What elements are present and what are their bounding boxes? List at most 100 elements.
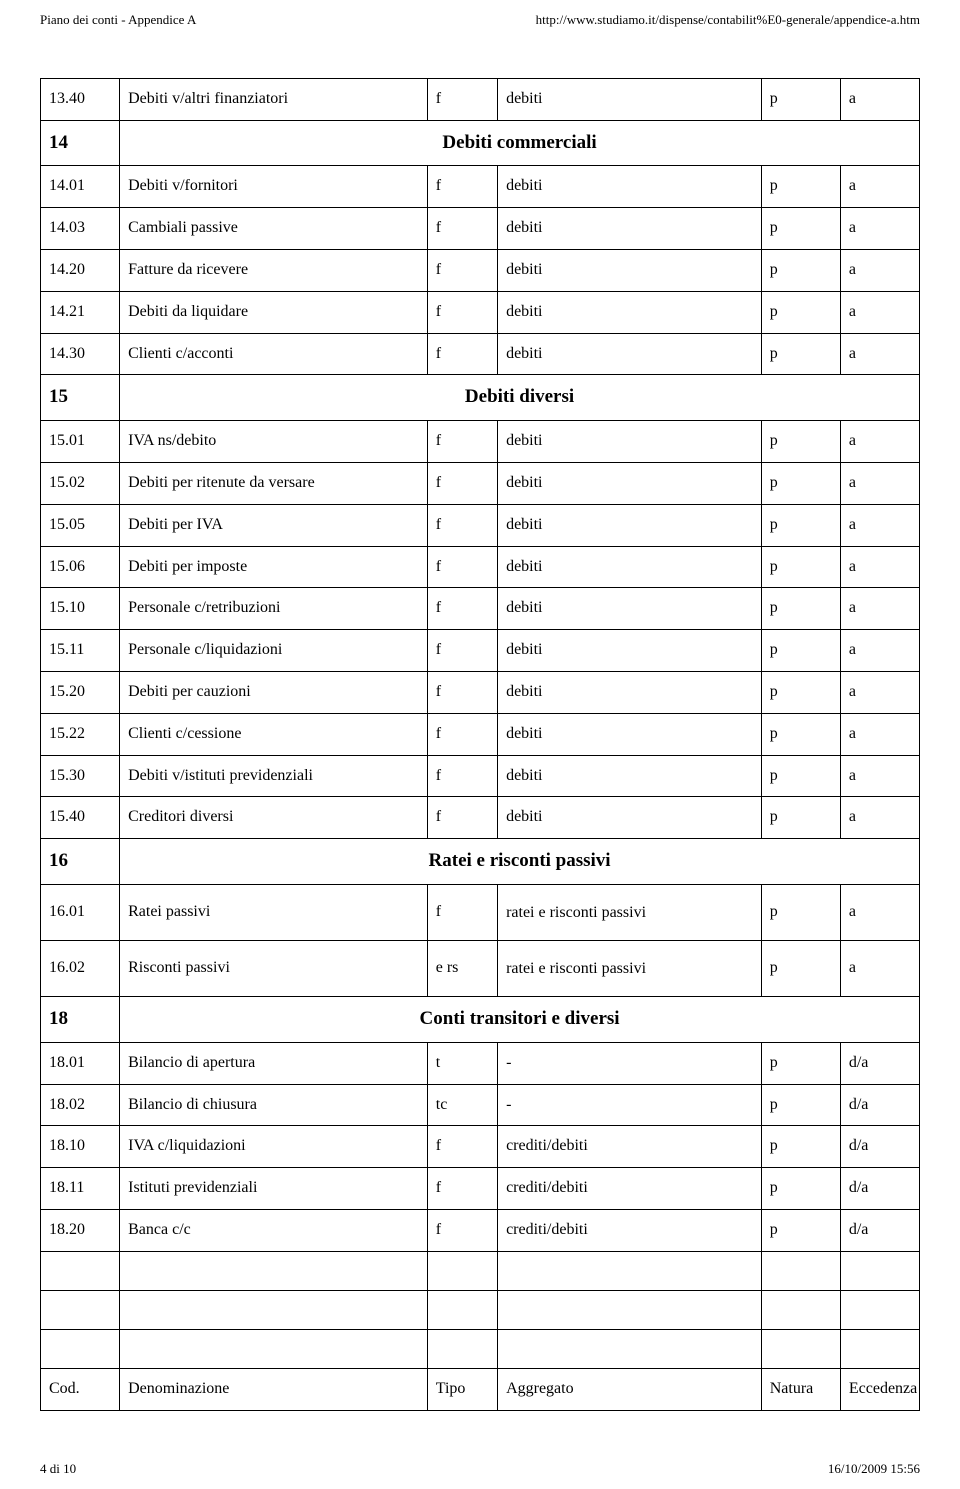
account-type: f	[427, 546, 497, 588]
account-type: f	[427, 630, 497, 672]
account-name: Debiti per ritenute da versare	[120, 462, 428, 504]
section-code: 14	[41, 120, 120, 166]
account-balance: a	[840, 797, 919, 839]
account-name: IVA ns/debito	[120, 421, 428, 463]
account-aggregate: debiti	[498, 797, 762, 839]
table-row: 15.30Debiti v/istituti previdenzialifdeb…	[41, 755, 920, 797]
account-nature: Natura	[761, 1368, 840, 1410]
account-name: IVA c/liquidazioni	[120, 1126, 428, 1168]
footer-left: 4 di 10	[40, 1461, 76, 1477]
table-row: 18.11Istituti previdenzialifcrediti/debi…	[41, 1168, 920, 1210]
account-code: 15.20	[41, 671, 120, 713]
account-name: Debiti per imposte	[120, 546, 428, 588]
table-row: 14.03Cambiali passivefdebitipa	[41, 208, 920, 250]
section-title: Debiti diversi	[120, 375, 920, 421]
table-row: 18.02Bilancio di chiusuratc-pd/a	[41, 1084, 920, 1126]
account-type: f	[427, 588, 497, 630]
account-code: 15.40	[41, 797, 120, 839]
account-nature: p	[761, 1084, 840, 1126]
account-type: f	[427, 208, 497, 250]
table-row	[41, 1290, 920, 1329]
table-row: Cod.DenominazioneTipoAggregatoNaturaEcce…	[41, 1368, 920, 1410]
account-code: 14.21	[41, 291, 120, 333]
account-balance: a	[840, 884, 919, 940]
account-nature: p	[761, 884, 840, 940]
account-code: 13.40	[41, 79, 120, 121]
account-type: t	[427, 1042, 497, 1084]
account-type: f	[427, 291, 497, 333]
account-nature: p	[761, 1168, 840, 1210]
account-name: Personale c/liquidazioni	[120, 630, 428, 672]
account-name: Istituti previdenziali	[120, 1168, 428, 1210]
account-aggregate: debiti	[498, 504, 762, 546]
table-row: 14Debiti commerciali	[41, 120, 920, 166]
account-type: f	[427, 755, 497, 797]
account-code: 14.20	[41, 250, 120, 292]
account-name: Debiti v/altri finanziatori	[120, 79, 428, 121]
empty-cell	[120, 1290, 428, 1329]
account-balance: a	[840, 166, 919, 208]
accounts-table: 13.40Debiti v/altri finanziatorifdebitip…	[40, 78, 920, 1411]
account-aggregate: debiti	[498, 713, 762, 755]
empty-cell	[427, 1251, 497, 1290]
account-nature: p	[761, 713, 840, 755]
account-name: Debiti per IVA	[120, 504, 428, 546]
account-aggregate: ratei e risconti passivi	[498, 941, 762, 997]
account-nature: p	[761, 250, 840, 292]
account-aggregate: debiti	[498, 671, 762, 713]
account-aggregate: debiti	[498, 588, 762, 630]
account-name: Bilancio di chiusura	[120, 1084, 428, 1126]
account-nature: p	[761, 546, 840, 588]
account-name: Debiti per cauzioni	[120, 671, 428, 713]
account-nature: p	[761, 797, 840, 839]
account-aggregate: debiti	[498, 630, 762, 672]
table-row: 15.10Personale c/retribuzionifdebitipa	[41, 588, 920, 630]
empty-cell	[41, 1290, 120, 1329]
account-aggregate: -	[498, 1084, 762, 1126]
empty-cell	[498, 1290, 762, 1329]
account-nature: p	[761, 166, 840, 208]
account-nature: p	[761, 588, 840, 630]
account-nature: p	[761, 671, 840, 713]
section-title: Ratei e risconti passivi	[120, 839, 920, 885]
account-type: f	[427, 504, 497, 546]
account-code: 15.05	[41, 504, 120, 546]
account-nature: p	[761, 291, 840, 333]
account-code: 15.01	[41, 421, 120, 463]
empty-cell	[427, 1290, 497, 1329]
account-aggregate: -	[498, 1042, 762, 1084]
table-row: 15.20Debiti per cauzionifdebitipa	[41, 671, 920, 713]
header-right: http://www.studiamo.it/dispense/contabil…	[536, 12, 920, 28]
account-code: 14.03	[41, 208, 120, 250]
account-aggregate: crediti/debiti	[498, 1126, 762, 1168]
account-code: 15.06	[41, 546, 120, 588]
account-name: Denominazione	[120, 1368, 428, 1410]
account-name: Ratei passivi	[120, 884, 428, 940]
account-aggregate: debiti	[498, 291, 762, 333]
account-balance: a	[840, 333, 919, 375]
account-nature: p	[761, 630, 840, 672]
account-nature: p	[761, 421, 840, 463]
account-balance: a	[840, 755, 919, 797]
table-row: 14.20Fatture da riceverefdebitipa	[41, 250, 920, 292]
account-aggregate: crediti/debiti	[498, 1210, 762, 1252]
empty-cell	[761, 1251, 840, 1290]
account-balance: a	[840, 208, 919, 250]
empty-cell	[120, 1329, 428, 1368]
account-type: e rs	[427, 941, 497, 997]
page-footer: 4 di 10 16/10/2009 15:56	[40, 1411, 920, 1489]
account-name: Debiti v/istituti previdenziali	[120, 755, 428, 797]
account-type: f	[427, 421, 497, 463]
table-row: 13.40Debiti v/altri finanziatorifdebitip…	[41, 79, 920, 121]
table-row: 14.21Debiti da liquidarefdebitipa	[41, 291, 920, 333]
account-aggregate: debiti	[498, 250, 762, 292]
empty-cell	[498, 1329, 762, 1368]
section-code: 16	[41, 839, 120, 885]
account-nature: p	[761, 79, 840, 121]
empty-cell	[840, 1251, 919, 1290]
account-name: Fatture da ricevere	[120, 250, 428, 292]
account-aggregate: crediti/debiti	[498, 1168, 762, 1210]
table-row: 15.11Personale c/liquidazionifdebitipa	[41, 630, 920, 672]
account-balance: d/a	[840, 1084, 919, 1126]
account-balance: Eccedenza	[840, 1368, 919, 1410]
